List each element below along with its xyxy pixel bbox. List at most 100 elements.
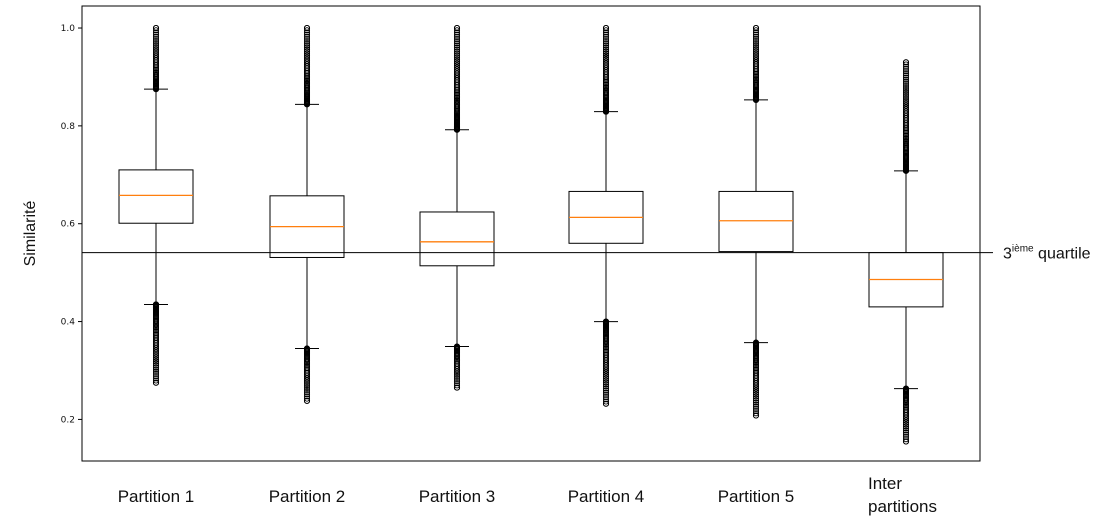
outlier-point (303, 375, 311, 382)
outlier-point (752, 391, 760, 398)
box-5 (718, 24, 794, 419)
outlier-point (752, 53, 760, 60)
outlier-point (902, 102, 910, 109)
outlier-point (902, 61, 910, 68)
outlier-point (303, 40, 311, 47)
outlier-point (303, 29, 311, 36)
outlier-point (752, 46, 760, 53)
outlier-point (453, 31, 461, 38)
outlier-point (902, 94, 910, 102)
outlier-point (752, 412, 760, 419)
outlier-point (453, 369, 461, 376)
outlier-point (602, 44, 610, 51)
outliers-high (152, 24, 160, 93)
outlier-point (152, 350, 160, 357)
outlier-point (752, 33, 760, 40)
category-label-line: Partition 1 (118, 487, 195, 506)
outlier-point (902, 98, 910, 105)
outlier-point (602, 58, 610, 65)
outlier-point (602, 367, 610, 374)
outlier-point (152, 348, 160, 356)
outlier-point (902, 82, 910, 90)
outlier-point (602, 42, 610, 49)
outlier-point (902, 78, 910, 85)
outlier-point (152, 366, 160, 373)
outlier-point (752, 38, 760, 45)
outlier-point (602, 398, 610, 405)
category-label: Partition 3 (419, 487, 496, 506)
outlier-point (303, 54, 311, 61)
outlier-point (902, 423, 910, 430)
outlier-point (902, 85, 910, 92)
outlier-point (453, 36, 461, 43)
outlier-point (752, 29, 760, 36)
outlier-point (602, 36, 610, 43)
plot-axes: 0.2 0.4 0.6 0.8 1.0 (61, 5, 981, 462)
outlier-point (602, 377, 610, 384)
outlier-point (752, 40, 760, 47)
category-label-line: Partition 2 (269, 487, 346, 506)
outlier-point (602, 33, 610, 40)
outlier-point (752, 403, 760, 410)
outlier-point (453, 48, 461, 55)
outlier-point (152, 373, 160, 380)
outlier-point (303, 377, 311, 384)
outlier-point (152, 364, 160, 371)
outlier-point (602, 375, 610, 382)
outlier-point (152, 375, 160, 382)
y-tick-label: 0.6 (61, 220, 76, 230)
outlier-point (752, 383, 760, 390)
outlier-point (453, 54, 461, 61)
outlier-point (902, 63, 910, 70)
outlier-point (453, 42, 461, 49)
outlier-point (752, 24, 760, 32)
box-1 (118, 24, 194, 386)
box-6 (868, 59, 944, 445)
outlier-point (303, 55, 311, 63)
outlier-point (303, 35, 311, 43)
outlier-point (752, 48, 760, 55)
outlier-point (453, 377, 461, 385)
category-label: Partition 4 (568, 487, 645, 506)
outlier-point (453, 40, 461, 47)
outlier-point (902, 100, 910, 107)
outlier-point (602, 391, 610, 398)
outlier-point (602, 387, 610, 394)
outlier-point (602, 385, 610, 392)
y-tick-label: 0.2 (61, 415, 75, 425)
outlier-point (303, 382, 311, 389)
outlier-point (453, 64, 461, 71)
outlier-point (902, 65, 910, 73)
outlier-point (453, 367, 461, 375)
outlier-point (152, 29, 160, 36)
outliers-low (902, 385, 910, 445)
outliers-high (303, 24, 311, 108)
outlier-point (303, 31, 311, 38)
outlier-point (303, 378, 311, 386)
outlier-point (752, 31, 760, 38)
labels-layer: Similarité Partition 1 Partition 2 Partitio… (22, 201, 1091, 516)
outlier-point (602, 24, 610, 32)
outlier-point (602, 394, 610, 401)
iqr-box (718, 190, 794, 253)
outlier-point (602, 381, 610, 388)
outlier-point (902, 93, 910, 100)
outlier-point (902, 72, 910, 79)
outlier-point (902, 74, 910, 81)
outlier-point (902, 421, 910, 428)
outlier-point (752, 35, 760, 43)
outlier-point (453, 29, 461, 36)
reference-label-superscript: ième (1012, 244, 1034, 255)
outlier-point (303, 33, 311, 40)
outlier-point (453, 366, 461, 373)
outlier-point (453, 66, 461, 73)
reference-label-text: quartile (1034, 246, 1091, 263)
outliers-low (453, 343, 461, 391)
outlier-point (303, 386, 311, 394)
category-label-line: Partition 3 (419, 487, 496, 506)
outliers-low (752, 339, 760, 419)
reference-label-base: 3 (1003, 246, 1012, 263)
outlier-point (303, 24, 311, 32)
outlier-point (303, 38, 311, 45)
